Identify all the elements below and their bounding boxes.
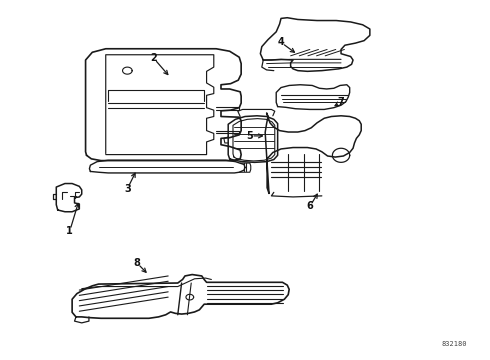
Text: 5: 5 bbox=[246, 131, 253, 141]
Text: 6: 6 bbox=[306, 202, 313, 211]
Text: 1: 1 bbox=[66, 226, 73, 236]
Text: 3: 3 bbox=[124, 184, 131, 194]
Text: 2: 2 bbox=[150, 53, 157, 63]
Text: 4: 4 bbox=[278, 37, 284, 48]
Text: 832180: 832180 bbox=[441, 341, 466, 347]
Text: 8: 8 bbox=[133, 258, 141, 268]
Text: 7: 7 bbox=[338, 98, 344, 107]
